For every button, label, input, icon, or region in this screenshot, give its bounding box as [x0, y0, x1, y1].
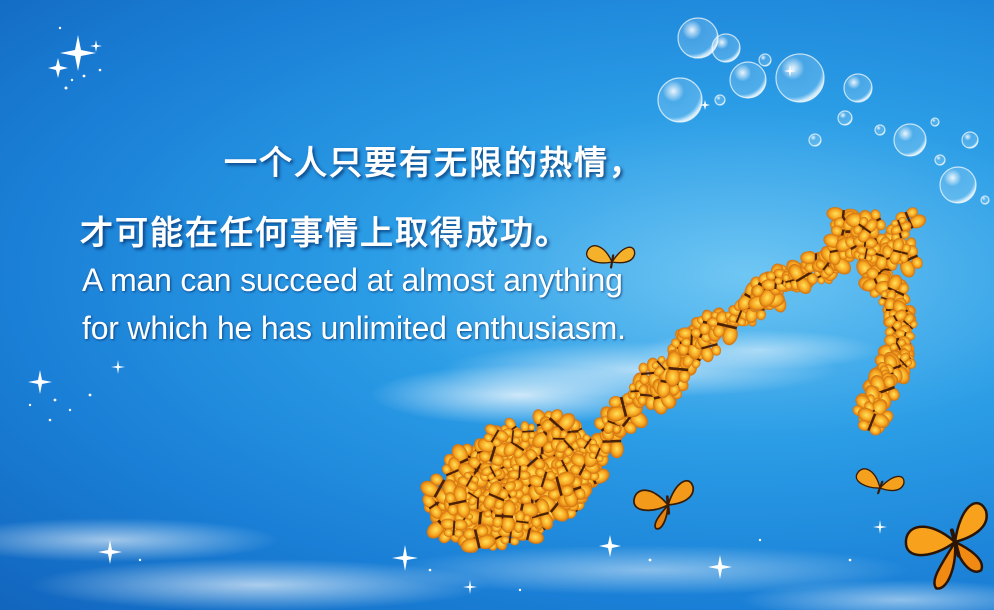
quote-english-line-1: A man can succeed at almost anything: [82, 262, 623, 298]
bubble-icon: [657, 17, 990, 205]
quote-chinese-line-2: 才可能在任何事情上取得成功。: [80, 213, 570, 252]
quote-chinese-line-1: 一个人只要有无限的热情，: [224, 143, 644, 182]
sparkle-icon: [28, 26, 887, 594]
quote-english-line-2: for which he has unlimited enthusiasm.: [82, 310, 626, 346]
